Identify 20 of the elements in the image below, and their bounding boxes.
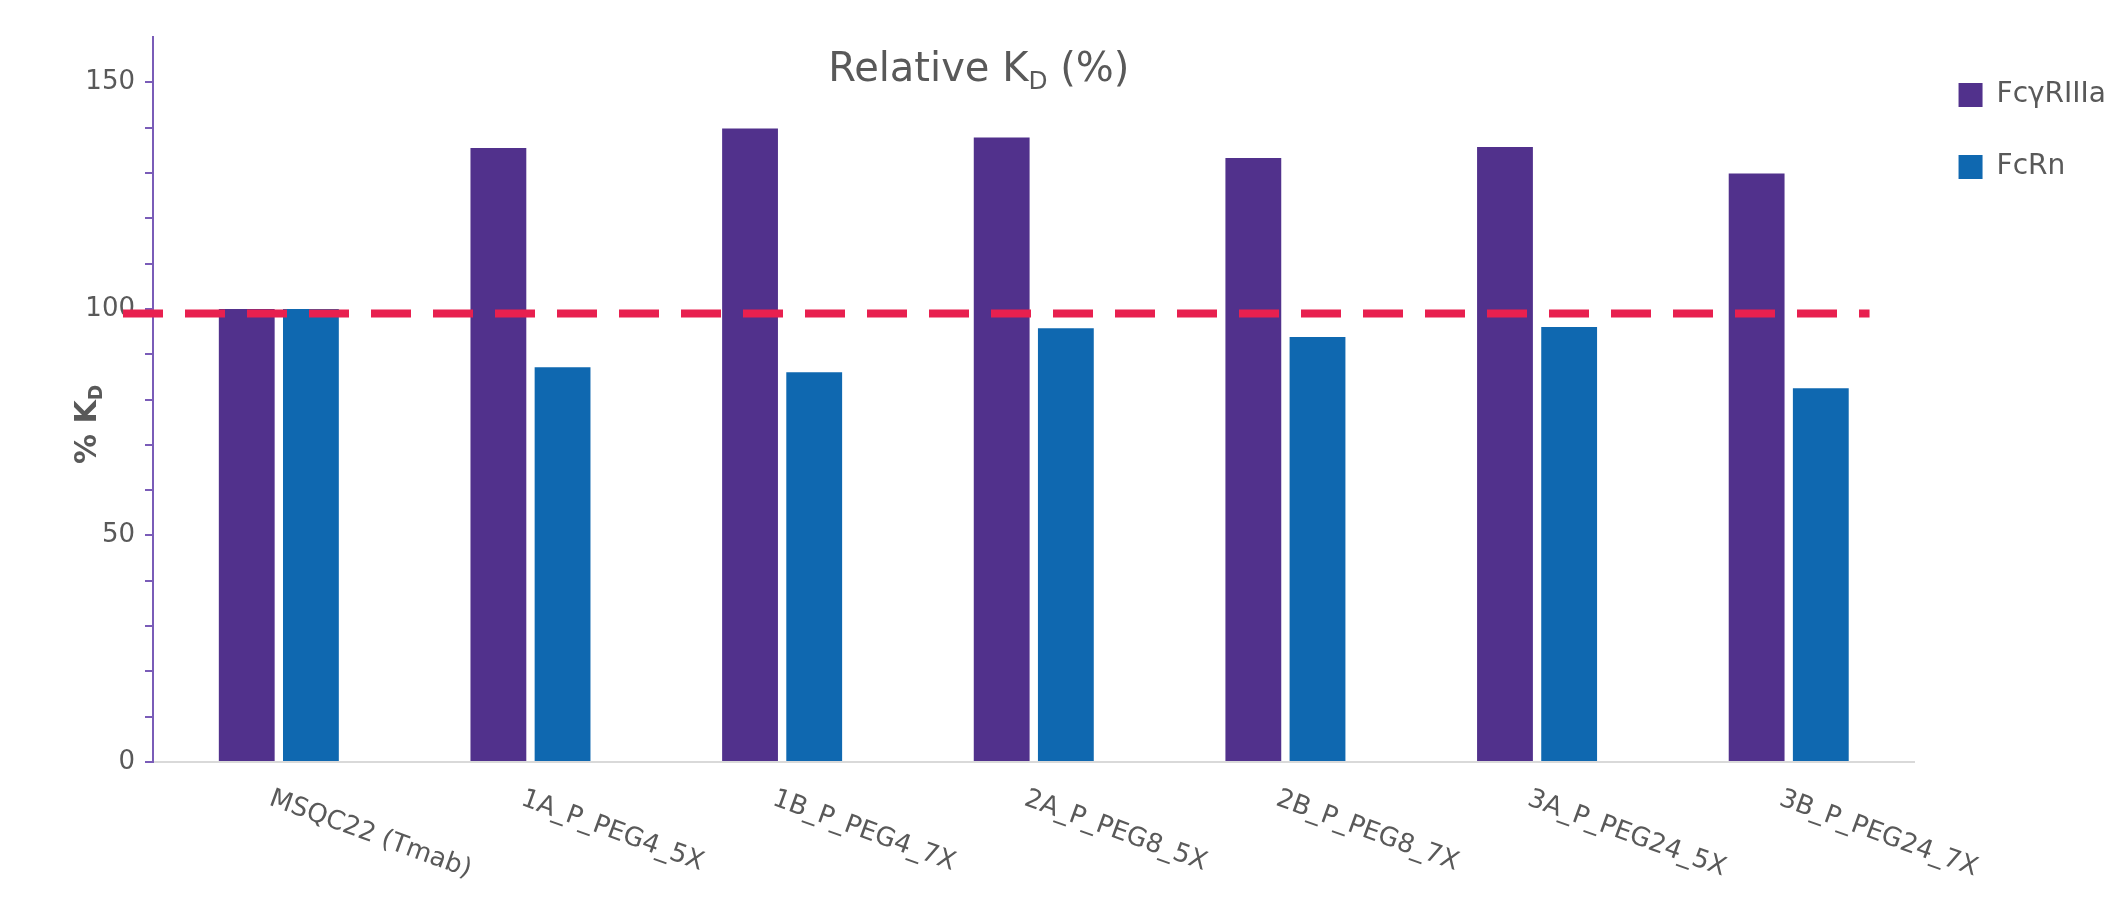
bar: [1792, 388, 1849, 761]
bar: [534, 367, 591, 761]
bar: [1477, 147, 1533, 761]
bar: [786, 372, 843, 761]
bar: [1225, 157, 1282, 761]
y-axis-title: % KD: [67, 384, 106, 465]
bar: [1541, 327, 1598, 761]
bar: [1728, 173, 1785, 761]
legend-label: FcγRIIIa: [1996, 76, 2107, 110]
bar: [218, 308, 275, 761]
legend-label: FcRn: [1996, 148, 2066, 182]
y-tick-label: 50: [101, 518, 135, 549]
bar: [283, 308, 339, 761]
y-tick-label: 0: [118, 744, 135, 775]
bar: [973, 137, 1030, 761]
bar: [470, 148, 527, 761]
bar: [1037, 328, 1094, 761]
bar: [1289, 336, 1346, 761]
bar: [722, 128, 778, 761]
y-tick-label: 150: [85, 65, 135, 96]
